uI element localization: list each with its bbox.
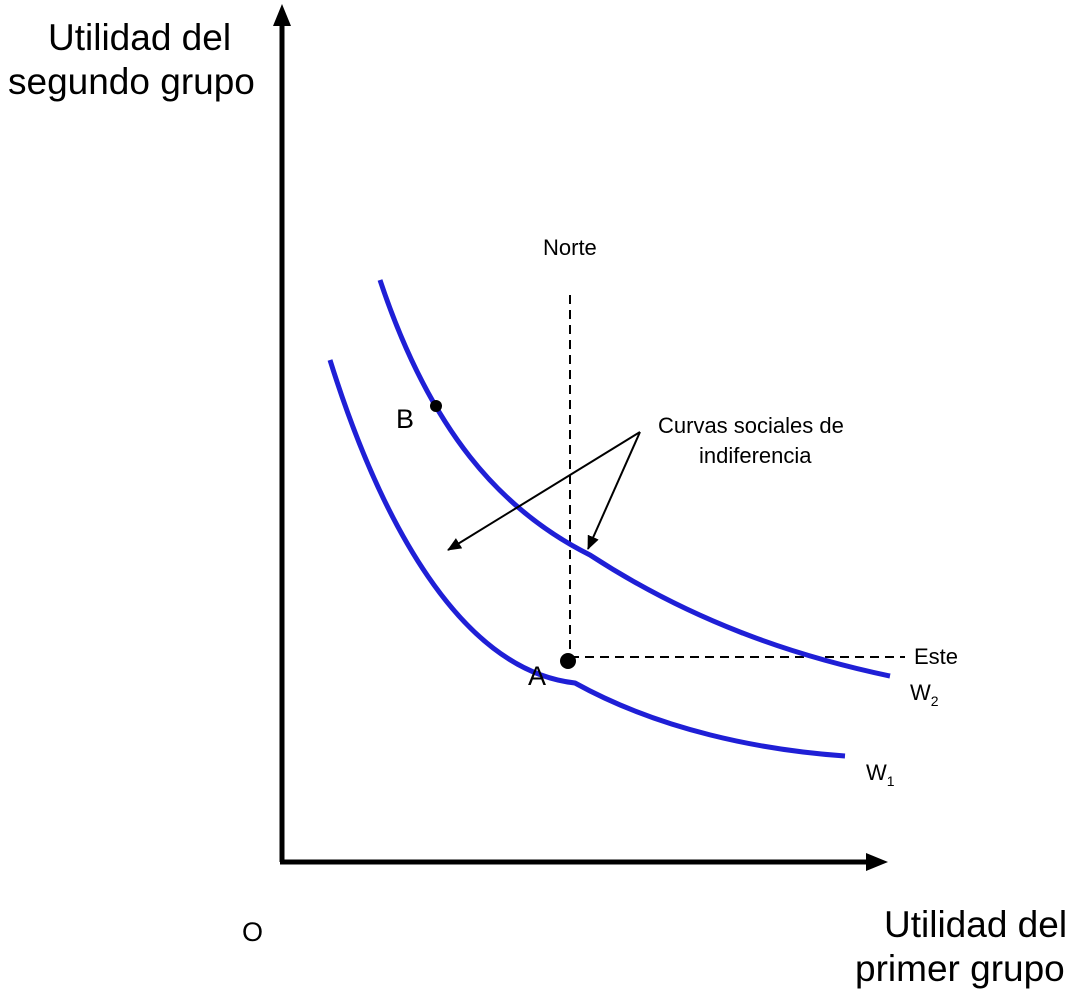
curve-w2-label: W2 bbox=[910, 680, 939, 709]
east-label: Este bbox=[914, 644, 958, 669]
origin-label: O bbox=[242, 917, 263, 947]
x-axis-label-line2: primer grupo bbox=[855, 948, 1065, 989]
point-a-marker bbox=[560, 653, 576, 669]
point-b-marker bbox=[430, 400, 442, 412]
annotation-arrow-w1 bbox=[447, 431, 641, 551]
point-a-label: A bbox=[528, 661, 546, 691]
north-label: Norte bbox=[543, 235, 597, 260]
x-axis-arrowhead bbox=[866, 853, 888, 871]
curve-w1-label: W1 bbox=[866, 760, 895, 789]
indifference-curve-w2 bbox=[377, 279, 891, 679]
annotation-label-line1: Curvas sociales de bbox=[658, 413, 844, 438]
y-axis-label-line1: Utilidad del bbox=[48, 17, 231, 58]
annotation-arrow-w2 bbox=[587, 431, 641, 550]
indifference-curve-w1 bbox=[327, 359, 846, 759]
y-axis-arrowhead bbox=[273, 4, 291, 26]
y-axis-label-line2: segundo grupo bbox=[8, 61, 255, 102]
point-b-label: B bbox=[396, 404, 414, 434]
x-axis-label-line1: Utilidad del bbox=[884, 904, 1067, 945]
annotation-label-line2: indiferencia bbox=[699, 443, 812, 468]
